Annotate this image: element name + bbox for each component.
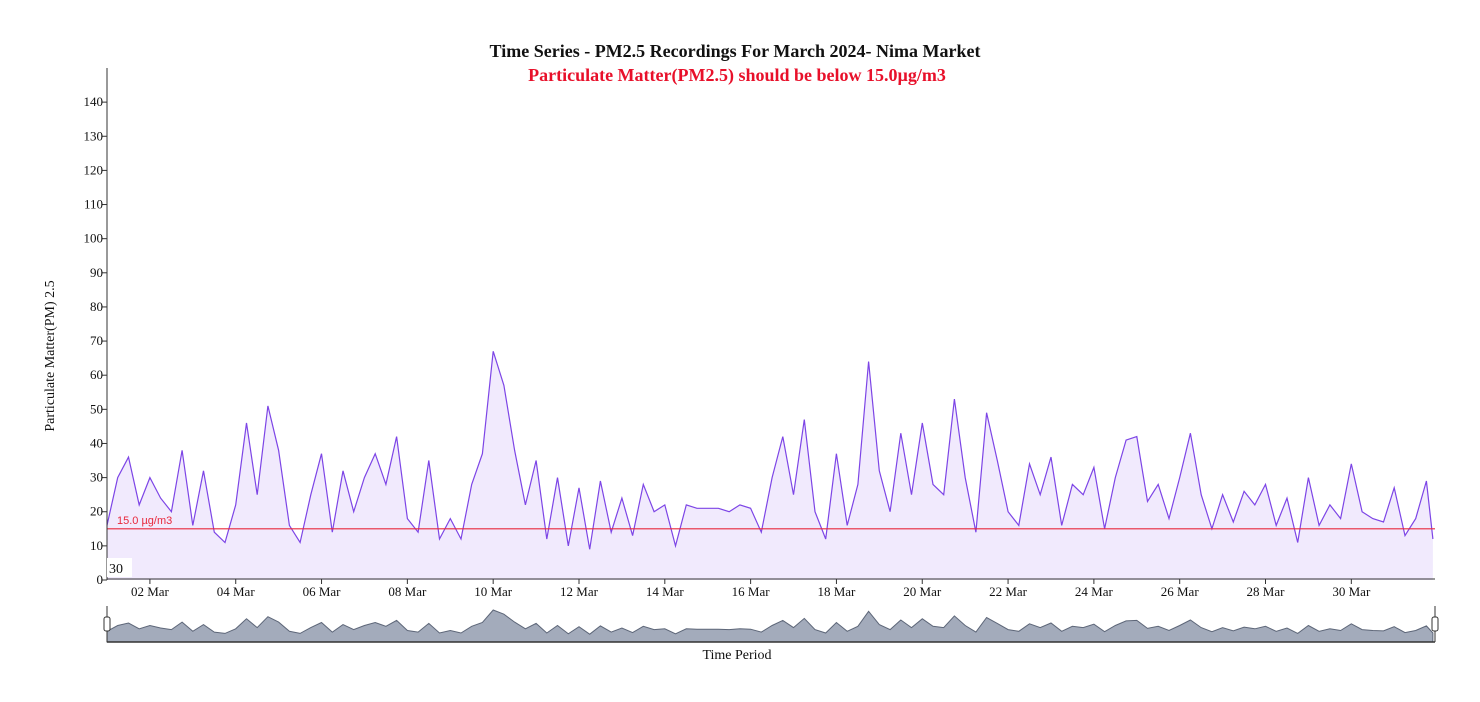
y-tick-label: 70 <box>90 333 103 348</box>
x-tick-label: 10 Mar <box>474 584 513 599</box>
x-tick-label: 20 Mar <box>903 584 942 599</box>
x-tick-label: 14 Mar <box>646 584 685 599</box>
x-tick-label: 04 Mar <box>217 584 256 599</box>
x-axis-label: Time Period <box>702 648 771 663</box>
x-tick-label: 24 Mar <box>1075 584 1114 599</box>
x-tick-label: 02 Mar <box>131 584 170 599</box>
annotation-box <box>107 558 132 577</box>
x-tick-label: 06 Mar <box>303 584 342 599</box>
y-tick-label: 60 <box>90 367 103 382</box>
x-tick-label: 18 Mar <box>817 584 856 599</box>
y-tick-label: 90 <box>90 265 103 280</box>
y-tick-label: 80 <box>90 299 103 314</box>
x-tick-label: 16 Mar <box>732 584 771 599</box>
y-tick-label: 110 <box>84 197 103 212</box>
y-tick-label: 10 <box>90 538 103 553</box>
x-tick-label: 28 Mar <box>1247 584 1286 599</box>
x-tick-label: 30 Mar <box>1332 584 1371 599</box>
x-tick-label: 26 Mar <box>1161 584 1200 599</box>
y-tick-label: 20 <box>90 504 103 519</box>
x-tick-label: 12 Mar <box>560 584 599 599</box>
annotation: 30 <box>109 562 123 577</box>
y-axis-label: Particulate Matter(PM) 2.5 <box>43 280 58 431</box>
threshold-label: 15.0 µg/m3 <box>117 515 172 527</box>
y-tick-label: 0 <box>97 572 104 587</box>
x-tick-label: 22 Mar <box>989 584 1028 599</box>
y-tick-label: 140 <box>84 94 104 109</box>
area-fill <box>107 351 1433 580</box>
y-tick-label: 100 <box>84 231 104 246</box>
y-tick-label: 30 <box>90 470 103 485</box>
y-tick-label: 50 <box>90 401 103 416</box>
chart-subtitle: Particulate Matter(PM2.5) should be belo… <box>528 65 946 86</box>
navigator-area <box>106 609 1434 643</box>
y-tick-label: 120 <box>84 162 104 177</box>
x-tick-label: 08 Mar <box>388 584 427 599</box>
y-tick-label: 130 <box>84 128 104 143</box>
chart-title: Time Series - PM2.5 Recordings For March… <box>490 41 981 61</box>
navigator-handle <box>103 616 111 632</box>
series-line <box>106 351 1434 550</box>
navigator-handle <box>1431 616 1439 632</box>
y-tick-label: 40 <box>90 435 103 450</box>
